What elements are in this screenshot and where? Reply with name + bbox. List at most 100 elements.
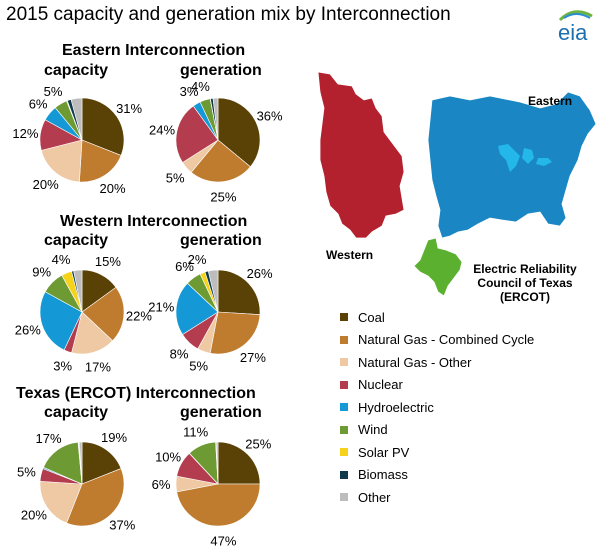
legend-label-nuclear: Nuclear — [358, 377, 403, 393]
legend-swatch-wind — [340, 425, 348, 434]
pie-slice-4-other — [79, 441, 83, 485]
pie-label-5-coal: 25% — [245, 437, 271, 452]
pie-label-3-natural-gas-other: 5% — [189, 359, 208, 374]
legend-swatch-natural-gas-other — [340, 358, 348, 367]
legend-item-biomass: Biomass — [340, 464, 534, 487]
pie-label-1-natural-gas-combined-cycle: 25% — [210, 190, 236, 205]
pie-label-3-wind: 6% — [175, 259, 194, 274]
pie-label-3-hydroelectric: 21% — [148, 300, 174, 315]
label-texas-capacity: capacity — [44, 404, 109, 421]
pie-label-5-natural-gas-other: 6% — [152, 477, 171, 492]
pie-label-3-nuclear: 8% — [170, 347, 189, 362]
pie-slice-5-other — [215, 441, 219, 485]
pie-label-4-natural-gas-other: 20% — [21, 508, 47, 523]
legend-item-wind: Wind — [340, 419, 534, 442]
logo-arc-icon — [558, 10, 593, 22]
pie-slice-5-natural-gas-combined-cycle — [176, 483, 261, 527]
pie-label-4-coal: 19% — [101, 430, 127, 445]
pie-label-2-coal: 15% — [95, 254, 121, 269]
western-region — [317, 71, 405, 239]
legend-label-solar-pv: Solar PV — [358, 444, 410, 460]
pie-label-3-natural-gas-combined-cycle: 27% — [240, 350, 266, 365]
legend-label-coal: Coal — [358, 309, 385, 325]
legend-item-nuclear: Nuclear — [340, 374, 534, 397]
legend-label-hydroelectric: Hydroelectric — [358, 399, 434, 415]
label-western-generation: generation — [180, 232, 262, 249]
logo-arc2-icon — [563, 13, 591, 19]
pie-slice-3-natural-gas-combined-cycle — [209, 311, 261, 355]
pie-label-3-coal: 26% — [247, 266, 273, 281]
pie-slice-2-natural-gas-combined-cycle — [81, 286, 125, 342]
legend-item-solar-pv: Solar PV — [340, 441, 534, 464]
pie-label-4-natural-gas-combined-cycle: 37% — [109, 517, 135, 532]
legend-item-coal: Coal — [340, 306, 534, 329]
pie-label-0-hydroelectric: 6% — [29, 97, 48, 112]
pie-slice-4-wind — [43, 441, 83, 485]
pie-slice-1-coal — [217, 97, 261, 168]
pie-slice-1-other — [212, 97, 219, 141]
legend-swatch-other — [340, 493, 348, 502]
legend-label-natural-gas-other: Natural Gas - Other — [358, 354, 472, 370]
pie-slice-5-coal — [217, 441, 261, 485]
legend-swatch-hydroelectric — [340, 403, 348, 412]
pie-label-2-natural-gas-other: 17% — [85, 360, 111, 375]
pie-label-2-natural-gas-combined-cycle: 22% — [126, 309, 152, 324]
pie-label-2-solar-pv: 4% — [52, 252, 71, 267]
pie-label-3-solar-pv: 2% — [188, 252, 207, 267]
ercot-region — [413, 237, 463, 297]
great-lakes — [498, 144, 552, 172]
legend: Coal Natural Gas - Combined Cycle Natural … — [340, 306, 534, 509]
pie-label-5-nuclear: 10% — [155, 450, 181, 465]
label-eastern-capacity: capacity — [44, 62, 109, 79]
legend-label-natural-gas-combined-cycle: Natural Gas - Combined Cycle — [358, 332, 535, 348]
pie-slice-2-natural-gas-other — [71, 311, 114, 355]
pie-slice-1-natural-gas-combined-cycle — [190, 139, 251, 183]
pie-label-1-coal: 36% — [257, 109, 283, 124]
pie-label-0-nuclear: 12% — [12, 126, 38, 141]
pie-label-4-nuclear: 5% — [17, 465, 36, 480]
pie-slice-3-hydroelectric — [175, 282, 219, 335]
label-western-capacity: capacity — [44, 232, 109, 249]
legend-item-hydroelectric: Hydroelectric — [340, 396, 534, 419]
pie-slice-4-natural-gas-other — [39, 481, 83, 524]
pie-slice-3-coal — [217, 269, 261, 315]
pie-slice-0-natural-gas-combined-cycle — [79, 139, 122, 183]
section-title-eastern: Eastern Interconnection — [62, 42, 246, 59]
pie-label-0-natural-gas-other: 20% — [33, 177, 59, 192]
pie-label-5-wind: 11% — [183, 425, 208, 440]
map-label-eastern: Eastern — [528, 94, 573, 108]
eia-logo: eia — [558, 10, 593, 45]
pie-label-1-hydroelectric: 3% — [180, 84, 199, 99]
label-texas-generation: generation — [180, 404, 262, 421]
pie-label-1-nuclear: 24% — [149, 122, 175, 137]
pie-slice-0-natural-gas-other — [40, 139, 83, 183]
pie-label-1-wind: 4% — [191, 79, 210, 94]
legend-swatch-coal — [340, 313, 348, 322]
legend-swatch-nuclear — [340, 380, 348, 389]
pie-label-4-wind: 17% — [35, 431, 61, 446]
legend-label-biomass: Biomass — [358, 467, 408, 483]
legend-item-other: Other — [340, 486, 534, 509]
page-title: 2015 capacity and generation mix by Inte… — [6, 4, 451, 25]
section-title-texas: Texas (ERCOT) Interconnection — [16, 385, 256, 402]
legend-swatch-solar-pv — [340, 448, 348, 457]
legend-label-wind: Wind — [358, 422, 388, 438]
pie-slice-0-other — [70, 97, 83, 141]
pie-slice-4-natural-gas-combined-cycle — [66, 468, 125, 527]
pie-label-2-nuclear: 3% — [53, 359, 72, 374]
pie-label-1-natural-gas-other: 5% — [166, 171, 185, 186]
legend-item-natural-gas-combined-cycle: Natural Gas - Combined Cycle — [340, 329, 534, 352]
pie-label-2-hydroelectric: 26% — [15, 323, 41, 338]
legend-swatch-natural-gas-combined-cycle — [340, 335, 348, 344]
pie-slice-0-coal — [81, 97, 125, 156]
logo-text: eia — [558, 20, 588, 45]
pie-label-0-natural-gas-combined-cycle: 20% — [99, 181, 125, 196]
pie-slice-1-nuclear — [175, 105, 219, 163]
legend-swatch-biomass — [340, 470, 348, 479]
map-label-ercot: Electric Reliability Council of Texas (E… — [473, 262, 577, 304]
pie-label-5-natural-gas-combined-cycle: 47% — [210, 534, 236, 549]
legend-item-natural-gas-other: Natural Gas - Other — [340, 351, 534, 374]
label-eastern-generation: generation — [180, 62, 262, 79]
